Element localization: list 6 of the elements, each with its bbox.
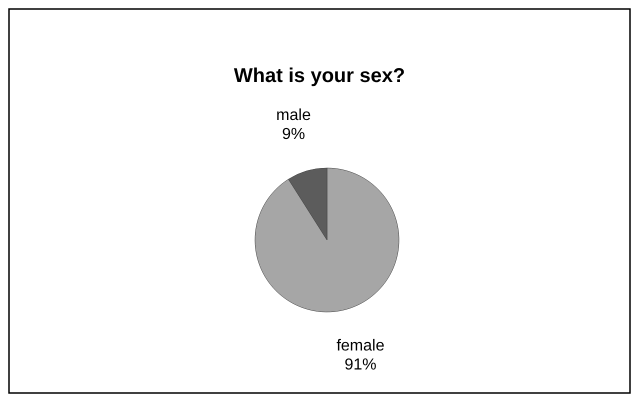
- slice-label: male: [276, 106, 311, 124]
- data-label: 9%: [282, 126, 306, 144]
- slice-label: female: [336, 337, 385, 354]
- chart-title: What is your sex?: [234, 65, 406, 87]
- pie-slice: [254, 168, 400, 312]
- data-label: 91%: [344, 356, 376, 374]
